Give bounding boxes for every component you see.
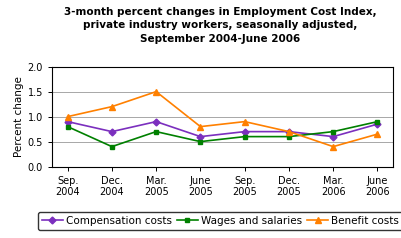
Compensation costs xyxy=(375,123,380,126)
Wages and salaries xyxy=(65,125,70,128)
Benefit costs xyxy=(331,145,336,148)
Line: Compensation costs: Compensation costs xyxy=(65,119,380,139)
Benefit costs xyxy=(109,105,114,108)
Benefit costs xyxy=(375,133,380,136)
Benefit costs xyxy=(242,120,247,123)
Compensation costs xyxy=(154,120,158,123)
Benefit costs xyxy=(287,130,292,133)
Benefit costs xyxy=(198,125,203,128)
Benefit costs xyxy=(65,115,70,118)
Compensation costs xyxy=(287,130,292,133)
Compensation costs xyxy=(109,130,114,133)
Compensation costs xyxy=(198,135,203,138)
Wages and salaries xyxy=(375,120,380,123)
Wages and salaries xyxy=(198,140,203,143)
Compensation costs xyxy=(65,120,70,123)
Line: Benefit costs: Benefit costs xyxy=(65,89,380,149)
Compensation costs xyxy=(331,135,336,138)
Line: Wages and salaries: Wages and salaries xyxy=(65,119,380,149)
Y-axis label: Percent change: Percent change xyxy=(14,76,24,157)
Wages and salaries xyxy=(109,145,114,148)
Compensation costs xyxy=(242,130,247,133)
Wages and salaries xyxy=(242,135,247,138)
Wages and salaries xyxy=(287,135,292,138)
Legend: Compensation costs, Wages and salaries, Benefit costs: Compensation costs, Wages and salaries, … xyxy=(38,212,401,230)
Wages and salaries xyxy=(154,130,158,133)
Text: 3-month percent changes in Employment Cost Index,
private industry workers, seas: 3-month percent changes in Employment Co… xyxy=(64,7,377,44)
Wages and salaries xyxy=(331,130,336,133)
Benefit costs xyxy=(154,90,158,93)
